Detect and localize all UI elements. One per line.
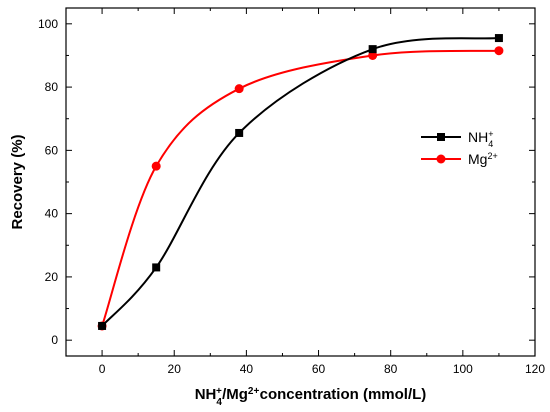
data-point-mg	[368, 50, 378, 60]
data-point-mg	[234, 84, 244, 94]
x-tick-label: 0	[99, 362, 106, 376]
data-point-mg	[151, 161, 161, 171]
legend-marker-mg	[436, 154, 446, 164]
legend-label-nh4: NH4+	[468, 129, 494, 149]
data-point-nh4	[98, 321, 107, 330]
legend-label-mg: Mg2+	[468, 151, 498, 167]
y-tick-label: 60	[45, 143, 59, 157]
y-tick-label: 80	[45, 80, 59, 94]
series-layer	[97, 34, 504, 331]
series-line-nh4	[101, 37, 500, 327]
data-point-nh4	[494, 34, 503, 43]
axes-layer: 0 20 40 60 80 100 120 0 20 40 60 80 100 NH4+ /Mg2+ co…	[9, 7, 545, 408]
y-tick-label: 20	[45, 270, 59, 284]
x-tick-label: 120	[525, 362, 545, 376]
y-tick-label: 0	[51, 333, 58, 347]
legend: NH4+ Mg2+	[421, 129, 498, 167]
x-tick-label: 20	[168, 362, 182, 376]
legend-marker-nh4	[437, 133, 445, 141]
series-line-mg	[101, 49, 499, 327]
y-tick-label: 40	[45, 207, 59, 221]
data-point-mg	[494, 46, 504, 56]
data-point-nh4	[235, 128, 244, 137]
x-tick-label: 40	[240, 362, 254, 376]
data-point-nh4	[368, 45, 377, 54]
y-tick-label: 100	[38, 17, 58, 31]
plot-frame	[65, 7, 536, 357]
data-point-nh4	[152, 263, 161, 272]
x-axis-title: NH4+ /Mg2+ concentration (mmol/L)	[195, 386, 427, 408]
y-axis-title: Recovery (%)	[9, 134, 26, 229]
x-tick-label: 80	[384, 362, 398, 376]
x-tick-label: 100	[453, 362, 473, 376]
x-tick-label: 60	[312, 362, 326, 376]
